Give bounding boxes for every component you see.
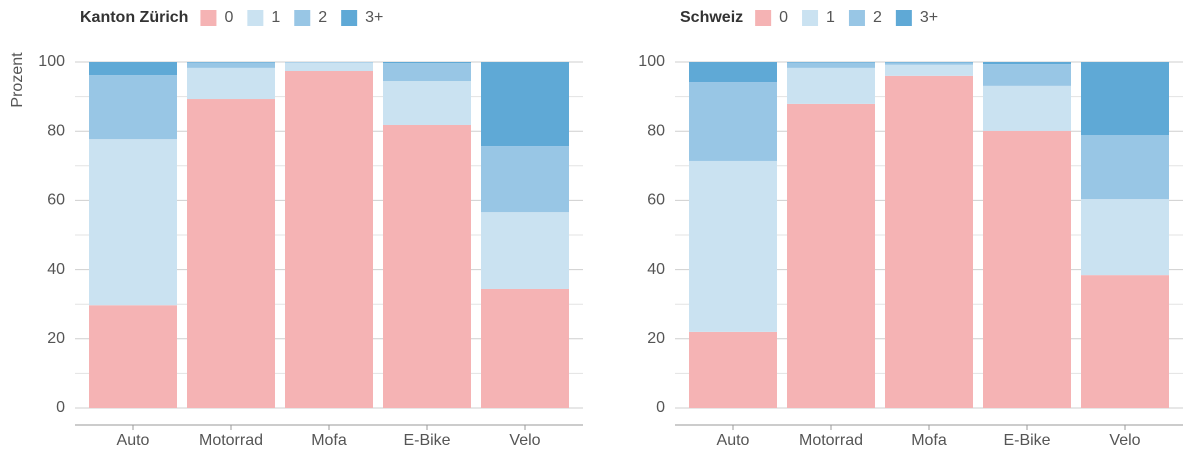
bar-segment	[89, 139, 177, 306]
bar-segment	[1081, 62, 1169, 136]
y-tick-label: 60	[647, 192, 665, 209]
bar-segment	[787, 103, 875, 408]
bar-segment	[689, 160, 777, 332]
bar-segment	[383, 81, 471, 125]
bar-segment	[383, 124, 471, 409]
x-tick-label: Motorrad	[799, 432, 863, 449]
bar-segment	[885, 64, 973, 76]
bar-segment	[983, 85, 1071, 131]
bar-segment	[481, 288, 569, 408]
legend-swatch	[755, 10, 772, 26]
bar-segment	[689, 331, 777, 408]
legend-swatch	[200, 10, 217, 26]
bar-segment	[689, 62, 777, 83]
y-tick-label: 0	[656, 399, 665, 416]
legend-label: 2	[873, 9, 882, 26]
bar-segment	[787, 67, 875, 104]
bar-segment	[187, 99, 275, 408]
y-axis-title: Prozent	[9, 52, 26, 108]
bar-segment	[89, 62, 177, 76]
legend-swatch	[341, 10, 358, 26]
chart-title: Schweiz	[680, 9, 743, 26]
x-tick-label: Auto	[717, 432, 750, 449]
bar-segment	[187, 62, 275, 68]
bar-segment	[885, 62, 973, 63]
legend-label: 1	[271, 9, 280, 26]
legend-label: 3+	[365, 9, 383, 26]
bar-segment	[787, 62, 875, 63]
y-tick-label: 20	[647, 330, 665, 347]
y-tick-label: 100	[38, 53, 65, 70]
legend-label: 0	[779, 9, 788, 26]
legend-swatch	[895, 10, 912, 26]
x-tick-label: Velo	[1109, 432, 1140, 449]
y-tick-label: 40	[47, 261, 65, 278]
y-tick-label: 40	[647, 261, 665, 278]
bar-segment	[383, 63, 471, 82]
y-tick-label: 80	[47, 122, 65, 139]
bar-segment	[1081, 135, 1169, 200]
x-tick-label: Motorrad	[199, 432, 263, 449]
x-tick-label: Velo	[509, 432, 540, 449]
legend-label: 3+	[920, 9, 938, 26]
x-tick-label: Auto	[117, 432, 150, 449]
bar-segment	[1081, 275, 1169, 408]
bar-segment	[285, 62, 373, 71]
y-tick-label: 100	[638, 53, 665, 70]
y-tick-label: 0	[56, 399, 65, 416]
legend-swatch	[848, 10, 865, 26]
bar-segment	[481, 62, 569, 147]
bar-segment	[187, 62, 275, 63]
chart-title: Kanton Zürich	[80, 9, 188, 26]
y-tick-label: 80	[647, 122, 665, 139]
bar-segment	[481, 212, 569, 289]
bar-segment	[983, 130, 1071, 408]
bar-segment	[285, 62, 373, 63]
legend-label: 1	[826, 9, 835, 26]
legend-swatch	[247, 10, 264, 26]
x-tick-label: Mofa	[911, 432, 947, 449]
bar-segment	[983, 62, 1071, 65]
bar-segment	[89, 75, 177, 140]
x-tick-label: E-Bike	[1003, 432, 1050, 449]
bar-segment	[689, 82, 777, 161]
bar-segment	[285, 70, 373, 408]
bar-segment	[885, 75, 973, 408]
legend-label: 0	[224, 9, 233, 26]
x-tick-label: Mofa	[311, 432, 347, 449]
y-tick-label: 60	[47, 192, 65, 209]
bar-segment	[787, 62, 875, 68]
bar-segment	[187, 67, 275, 100]
legend-swatch	[294, 10, 311, 26]
bar-segment	[1081, 199, 1169, 276]
bar-segment	[89, 305, 177, 408]
bar-segment	[383, 62, 471, 64]
y-tick-label: 20	[47, 330, 65, 347]
bar-segment	[885, 62, 973, 65]
x-tick-label: E-Bike	[403, 432, 450, 449]
bar-segment	[983, 64, 1071, 86]
bar-segment	[481, 146, 569, 213]
legend-label: 2	[318, 9, 327, 26]
legend-swatch	[802, 10, 819, 26]
